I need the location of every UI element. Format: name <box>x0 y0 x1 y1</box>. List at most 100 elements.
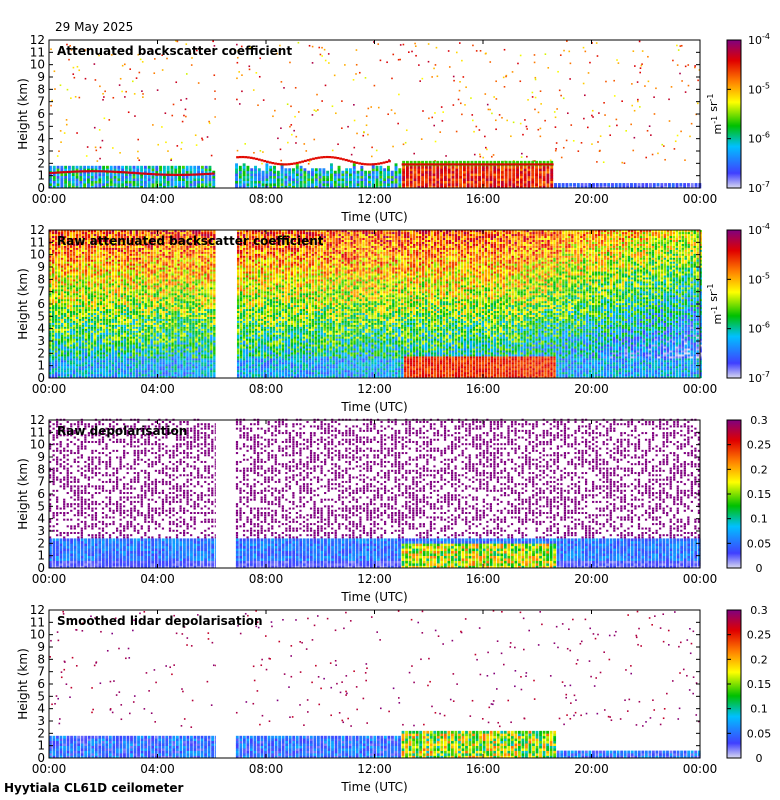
heatmap-cell <box>470 178 474 181</box>
heatmap-cell <box>153 354 156 357</box>
heatmap-cell <box>75 299 79 302</box>
heatmap-cell <box>135 241 138 244</box>
colorbar-unit: m-1sr-1 <box>706 94 724 135</box>
heatmap-cell <box>427 60 430 63</box>
heatmap-cell <box>54 245 58 248</box>
heatmap-cell <box>69 308 73 312</box>
heatmap-cell <box>156 287 159 290</box>
heatmap-cell <box>51 346 55 349</box>
heatmap-cell <box>111 271 115 274</box>
heatmap-cell <box>49 346 52 349</box>
heatmap-cell <box>599 183 603 186</box>
heatmap-cell <box>516 168 519 172</box>
heatmap-cell <box>364 185 368 189</box>
heatmap-cell <box>558 89 561 92</box>
heatmap-cell <box>360 165 364 169</box>
heatmap-cell <box>87 261 91 264</box>
heatmap-cell <box>105 233 109 237</box>
heatmap-cell <box>156 304 159 308</box>
heatmap-cell <box>84 304 88 308</box>
heatmap-cell <box>120 267 124 270</box>
heatmap-cell <box>546 168 550 172</box>
heatmap-cell <box>443 160 447 164</box>
heatmap-cell <box>66 273 70 276</box>
heatmap-cell <box>90 168 94 172</box>
heatmap-cell <box>81 269 85 272</box>
heatmap-cell <box>99 336 103 339</box>
heatmap-cell <box>96 271 100 274</box>
heatmap-cell <box>129 283 132 286</box>
heatmap-cell <box>447 50 450 52</box>
heatmap-cell <box>132 245 135 248</box>
heatmap-cell <box>57 281 61 284</box>
heatmap-cell <box>550 165 554 169</box>
heatmap-cell <box>633 109 636 112</box>
heatmap-cell <box>147 356 150 359</box>
heatmap-cell <box>105 237 109 240</box>
heatmap-cell <box>81 376 85 379</box>
heatmap-cell <box>102 348 106 351</box>
heatmap-cell <box>120 332 124 335</box>
heatmap-cell <box>679 183 683 186</box>
heatmap-cell <box>138 342 141 345</box>
heatmap-cell <box>156 279 159 282</box>
heatmap-cell <box>108 267 112 270</box>
heatmap-cell <box>129 310 132 314</box>
heatmap-cell <box>144 235 147 239</box>
heatmap-cell <box>421 173 425 177</box>
heatmap-cell <box>93 233 97 237</box>
heatmap-cell <box>138 322 141 325</box>
heatmap-cell <box>72 283 76 286</box>
heatmap-cell <box>117 259 121 262</box>
heatmap-cell <box>120 235 124 239</box>
heatmap-cell <box>132 239 135 242</box>
heatmap-cell <box>373 84 376 87</box>
heatmap-cell <box>165 332 168 335</box>
heatmap-cell <box>63 301 67 304</box>
heatmap-cell <box>405 178 409 181</box>
heatmap-cell <box>54 301 58 304</box>
heatmap-cell <box>273 178 276 181</box>
heatmap-cell <box>117 271 121 274</box>
heatmap-cell <box>147 348 150 351</box>
heatmap-cell <box>117 165 121 169</box>
heatmap-cell <box>103 117 106 120</box>
heatmap-cell <box>141 172 145 175</box>
heatmap-cell <box>93 318 97 321</box>
heatmap-cell <box>273 183 276 186</box>
heatmap-cell <box>126 346 129 349</box>
heatmap-cell <box>144 342 147 345</box>
heatmap-cell <box>138 324 141 327</box>
heatmap-cell <box>51 241 55 244</box>
heatmap-cell <box>153 259 156 262</box>
heatmap-cell <box>51 326 55 329</box>
heatmap-cell <box>129 255 132 258</box>
heatmap-cell <box>185 97 188 100</box>
heatmap-cell <box>135 354 138 357</box>
heatmap-cell <box>87 334 91 337</box>
heatmap-cell <box>90 185 94 189</box>
heatmap-cell <box>93 308 97 312</box>
heatmap-cell <box>441 120 444 122</box>
heatmap-cell <box>129 301 132 304</box>
heatmap-cell <box>60 173 64 177</box>
heatmap-cell <box>143 168 147 172</box>
heatmap-cell <box>57 261 61 264</box>
heatmap-cell <box>121 180 125 184</box>
heatmap-cell <box>155 170 159 174</box>
heatmap-cell <box>126 362 129 365</box>
heatmap-cell <box>49 344 52 347</box>
heatmap-cell <box>150 253 153 256</box>
heatmap-cell <box>280 170 284 174</box>
heatmap-cell <box>497 173 501 177</box>
heatmap-cell <box>284 185 288 189</box>
heatmap-cell <box>132 287 135 290</box>
heatmap-cell <box>684 159 686 161</box>
heatmap-cell <box>404 141 407 144</box>
heatmap-cell <box>170 165 174 169</box>
colorbar <box>726 39 742 189</box>
heatmap-cell <box>141 308 144 312</box>
heatmap-cell <box>333 180 337 184</box>
heatmap-cell <box>60 303 64 306</box>
heatmap-cell <box>93 376 97 379</box>
